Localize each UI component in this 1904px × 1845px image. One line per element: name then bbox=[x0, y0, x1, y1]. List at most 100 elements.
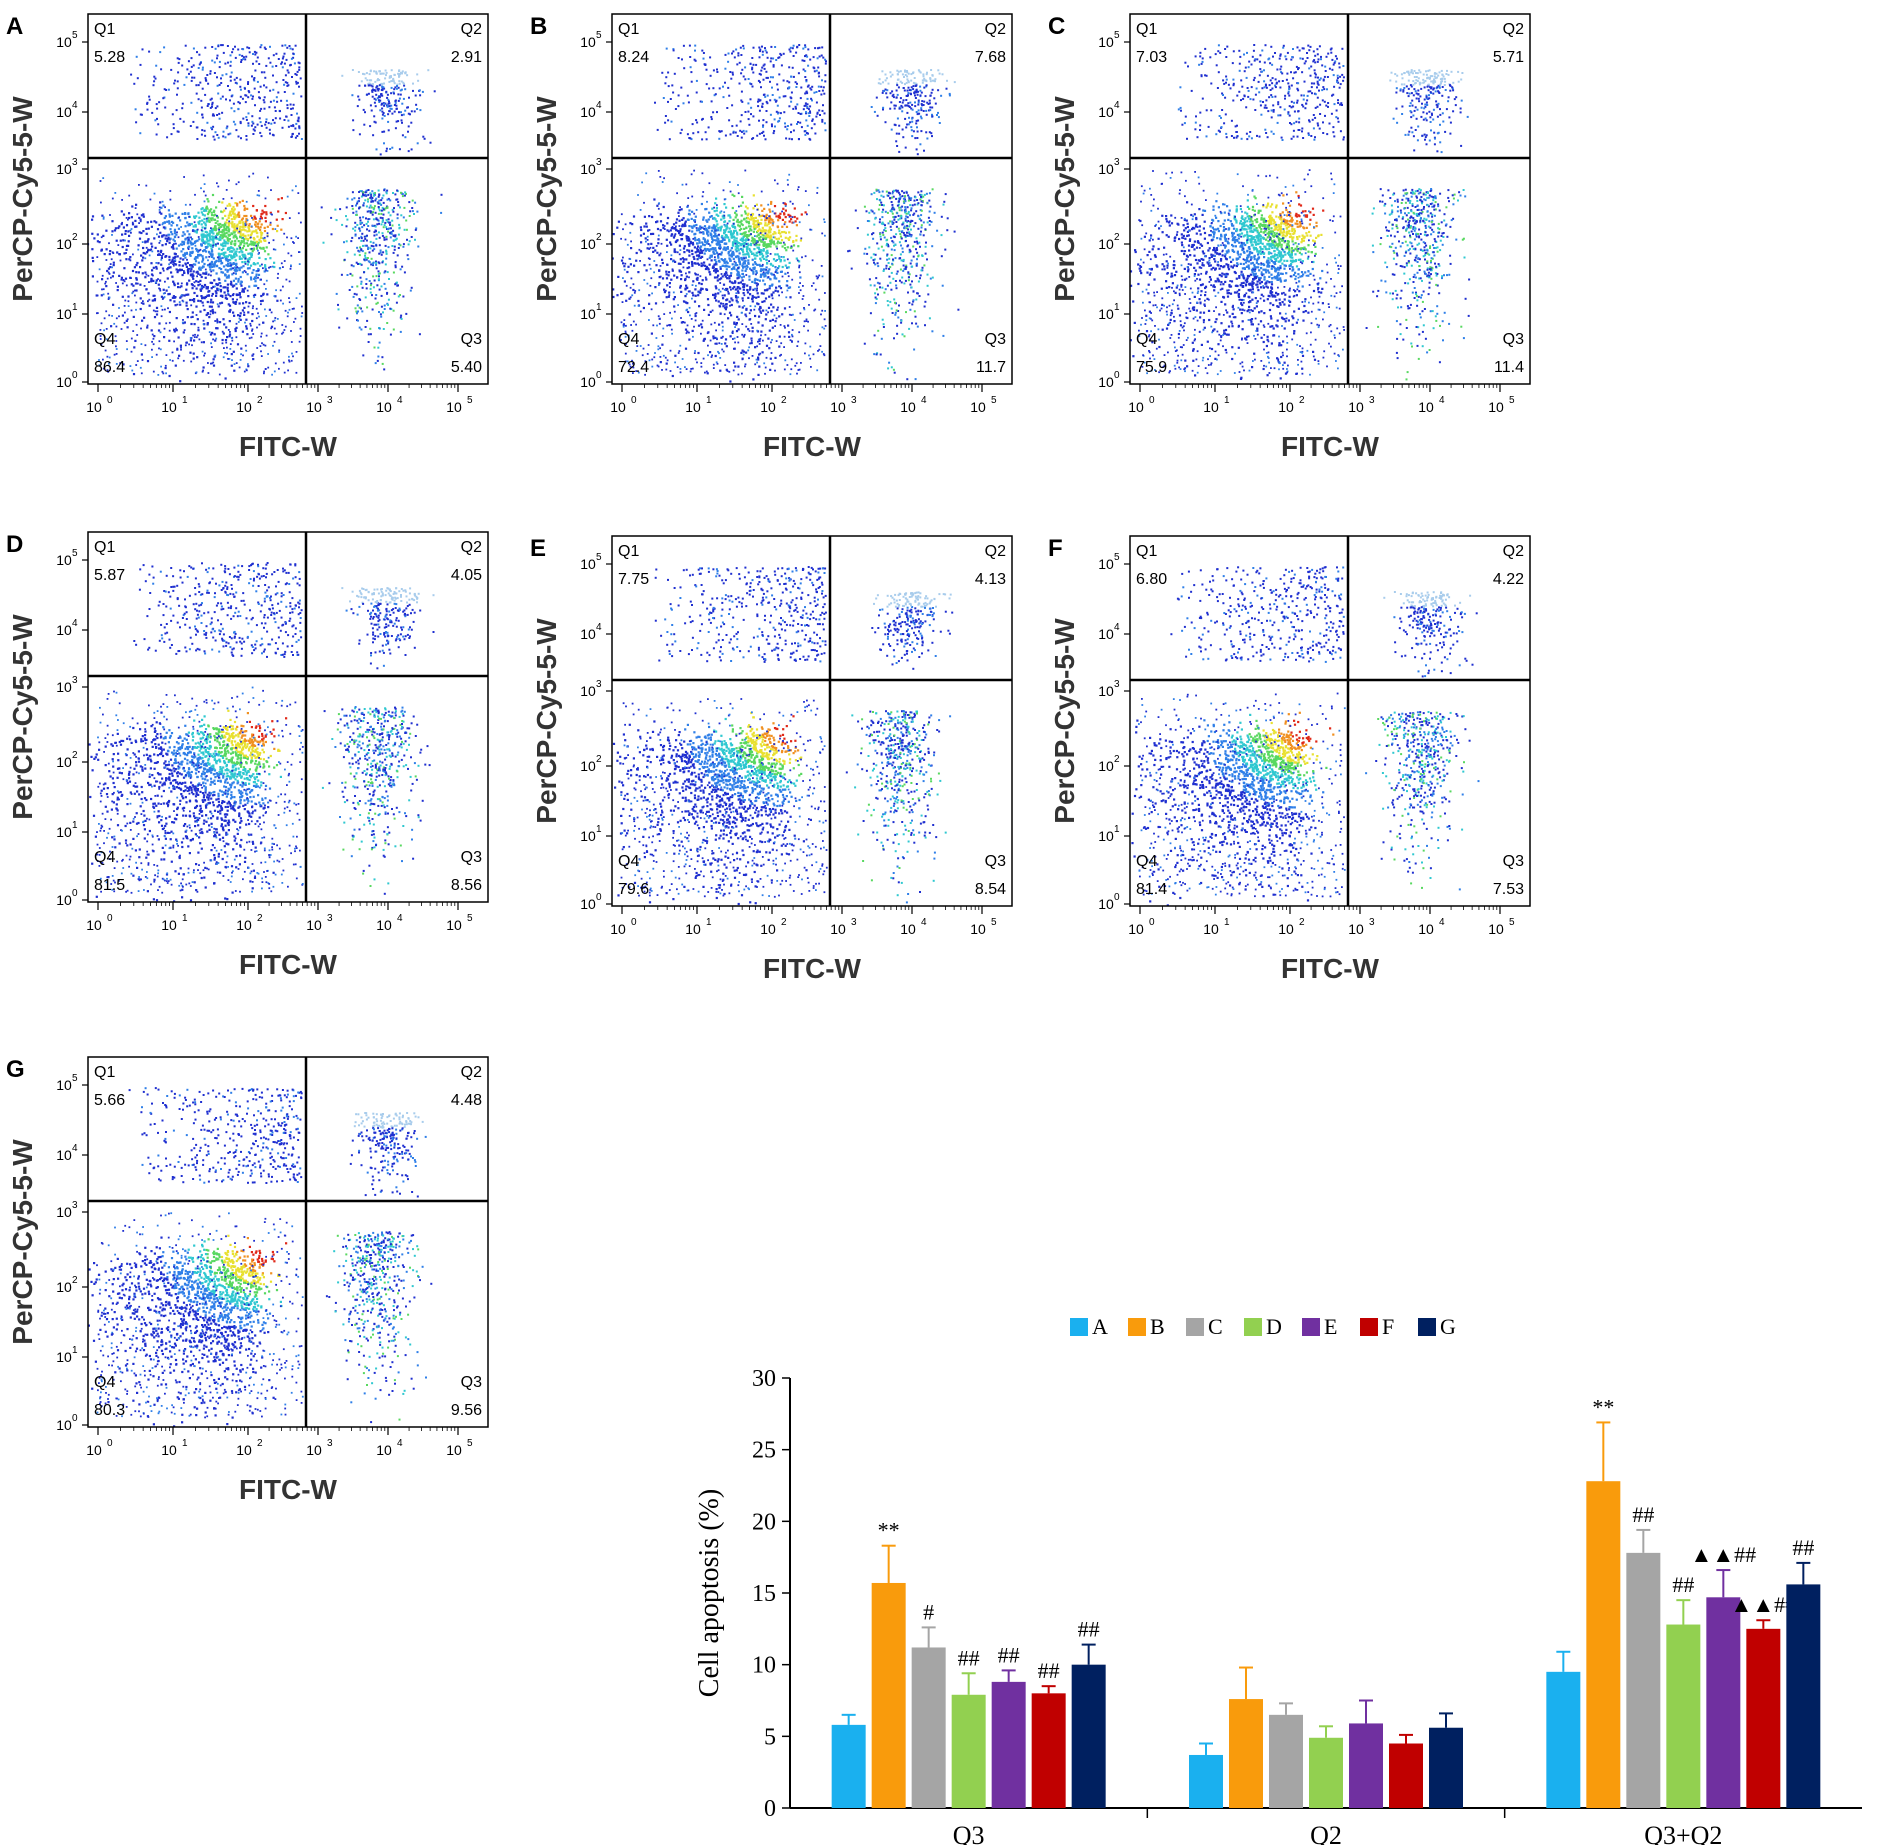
significance-mark: ## bbox=[1792, 1535, 1814, 1560]
event-dots bbox=[1130, 44, 1471, 381]
x-tick-exponent: 1 bbox=[182, 913, 188, 924]
x-tick-label: 10 bbox=[86, 399, 102, 415]
y-tick-label: 10 bbox=[1098, 683, 1114, 699]
x-tick-exponent: 0 bbox=[107, 1438, 113, 1449]
x-tick-label: 10 bbox=[760, 399, 776, 415]
plot-frame bbox=[1129, 535, 1531, 907]
event-dots bbox=[88, 562, 435, 902]
x-tick-label: 10 bbox=[1128, 921, 1144, 937]
x-tick-exponent: 4 bbox=[1439, 395, 1445, 406]
quadrant-percent: 75.9 bbox=[1136, 359, 1167, 376]
y-tick-exponent: 2 bbox=[72, 1275, 78, 1286]
x-tick-label: 10 bbox=[86, 917, 102, 933]
quadrant-name: Q3 bbox=[461, 1374, 482, 1391]
quadrant-name: Q3 bbox=[985, 853, 1006, 870]
significance-mark: # bbox=[923, 1599, 934, 1624]
y-tick-label: 10 bbox=[56, 754, 72, 770]
x-tick-exponent: 5 bbox=[991, 917, 997, 928]
y-tick-exponent: 1 bbox=[72, 1345, 78, 1356]
x-tick-exponent: 0 bbox=[631, 395, 637, 406]
bar-F-2 bbox=[1746, 1628, 1781, 1808]
quadrant-name: Q1 bbox=[618, 21, 639, 38]
quadrant-name: Q4 bbox=[618, 331, 639, 348]
x-tick-exponent: 5 bbox=[991, 395, 997, 406]
y-tick-label: 5 bbox=[764, 1724, 776, 1750]
quadrant-name: Q4 bbox=[618, 853, 639, 870]
legend-label-C: C bbox=[1208, 1314, 1223, 1339]
y-axis-title: PerCP-Cy5-5-W bbox=[1049, 618, 1080, 824]
quadrant-percent: 5.87 bbox=[94, 567, 125, 584]
quadrant-percent: 4.48 bbox=[451, 1092, 482, 1109]
significance-mark: ## bbox=[1038, 1658, 1060, 1683]
x-tick-label: 10 bbox=[236, 917, 252, 933]
plot-frame bbox=[87, 1056, 489, 1428]
quadrant-percent: 86.4 bbox=[94, 359, 125, 376]
quadrant-percent: 8.54 bbox=[975, 881, 1006, 898]
plot-frame bbox=[1129, 13, 1531, 385]
x-tick-label: 10 bbox=[446, 1442, 462, 1458]
quadrant-name: Q1 bbox=[618, 543, 639, 560]
y-tick-label: 10 bbox=[1098, 626, 1114, 642]
y-tick-exponent: 1 bbox=[596, 302, 602, 313]
bar-A-0 bbox=[831, 1724, 866, 1808]
x-tick-label: 10 bbox=[1418, 399, 1434, 415]
y-tick-label: 10 bbox=[580, 374, 596, 390]
y-tick-label: 10 bbox=[1098, 34, 1114, 50]
x-tick-label: 10 bbox=[760, 921, 776, 937]
x-tick-exponent: 3 bbox=[851, 395, 857, 406]
y-tick-label: 10 bbox=[56, 236, 72, 252]
y-tick-exponent: 3 bbox=[1114, 157, 1120, 168]
x-tick-exponent: 0 bbox=[107, 913, 113, 924]
x-axis-title: FITC-W bbox=[239, 431, 338, 462]
y-tick-exponent: 5 bbox=[596, 30, 602, 41]
y-tick-label: 10 bbox=[580, 683, 596, 699]
quadrant-name: Q3 bbox=[461, 849, 482, 866]
y-tick-label: 10 bbox=[56, 306, 72, 322]
legend-swatch-D bbox=[1244, 1318, 1262, 1336]
legend-label-E: E bbox=[1324, 1314, 1337, 1339]
x-axis-title: FITC-W bbox=[239, 949, 338, 980]
quadrant-name: Q4 bbox=[1136, 853, 1157, 870]
bar-A-2 bbox=[1546, 1671, 1581, 1808]
x-tick-label: 10 bbox=[685, 921, 701, 937]
quadrant-percent: 4.22 bbox=[1493, 571, 1524, 588]
legend-label-A: A bbox=[1092, 1314, 1108, 1339]
significance-mark: ▲▲## bbox=[1731, 1592, 1797, 1617]
quadrant-percent: 81.4 bbox=[1136, 881, 1167, 898]
y-axis-title: Cell apoptosis (%) bbox=[694, 1489, 725, 1697]
x-axis-title: FITC-W bbox=[239, 1474, 338, 1505]
y-tick-exponent: 4 bbox=[1114, 100, 1120, 111]
y-tick-exponent: 5 bbox=[72, 548, 78, 559]
x-tick-exponent: 4 bbox=[921, 395, 927, 406]
y-tick-label: 10 bbox=[1098, 374, 1114, 390]
quadrant-percent: 6.80 bbox=[1136, 571, 1167, 588]
category-label: Q3 bbox=[953, 1821, 985, 1845]
legend-label-F: F bbox=[1382, 1314, 1394, 1339]
quadrant-name: Q4 bbox=[1136, 331, 1157, 348]
quadrant-percent: 7.03 bbox=[1136, 49, 1167, 66]
quadrant-percent: 80.3 bbox=[94, 1402, 125, 1419]
x-tick-exponent: 0 bbox=[1149, 395, 1155, 406]
x-tick-exponent: 3 bbox=[327, 1438, 333, 1449]
x-tick-exponent: 1 bbox=[706, 917, 712, 928]
quadrant-percent: 4.13 bbox=[975, 571, 1006, 588]
panel-label: D bbox=[6, 531, 23, 558]
y-tick-label: 10 bbox=[56, 161, 72, 177]
quadrant-percent: 81.5 bbox=[94, 877, 125, 894]
y-tick-label: 10 bbox=[56, 679, 72, 695]
significance-mark: ** bbox=[878, 1518, 900, 1543]
legend-swatch-F bbox=[1360, 1318, 1378, 1336]
y-tick-label: 25 bbox=[752, 1438, 776, 1464]
event-dots bbox=[88, 44, 443, 383]
y-tick-exponent: 2 bbox=[596, 754, 602, 765]
x-tick-exponent: 2 bbox=[1299, 917, 1305, 928]
x-tick-label: 10 bbox=[1203, 921, 1219, 937]
y-tick-label: 10 bbox=[56, 1417, 72, 1433]
plot-frame bbox=[611, 13, 1013, 385]
y-tick-exponent: 4 bbox=[72, 100, 78, 111]
x-tick-label: 10 bbox=[610, 921, 626, 937]
quadrant-percent: 11.4 bbox=[1494, 359, 1524, 376]
